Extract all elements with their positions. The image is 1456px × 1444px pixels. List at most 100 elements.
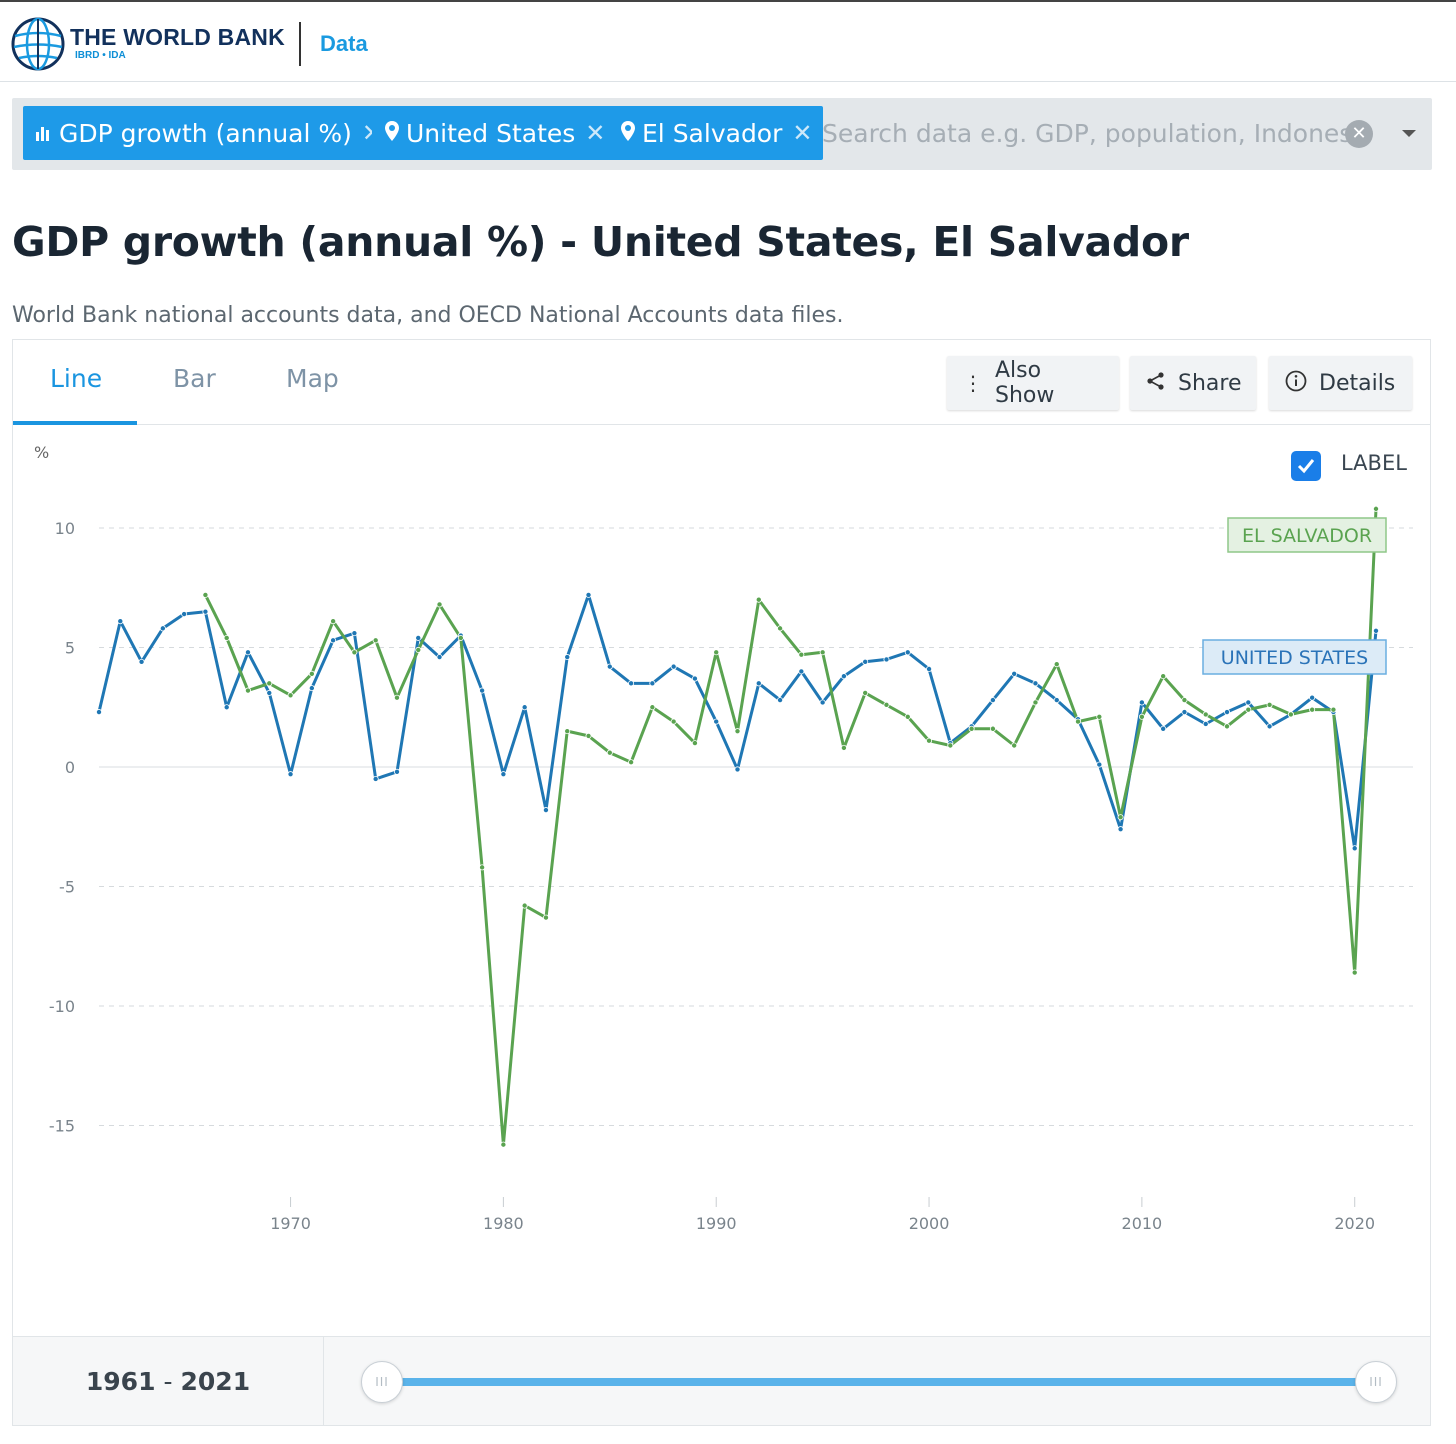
series-label-united-states-box <box>1202 639 1387 675</box>
chart-card: Line Bar Map ⋮ Also Show Share Details %… <box>12 339 1431 1426</box>
data-point <box>500 771 507 778</box>
data-point <box>989 725 996 732</box>
data-point <box>1117 826 1124 833</box>
chip-label: El Salvador <box>642 118 783 148</box>
data-point <box>308 670 315 677</box>
data-source: World Bank national accounts data, and O… <box>12 303 844 328</box>
chip-label: GDP growth (annual %) <box>59 118 352 148</box>
data-point <box>649 704 656 711</box>
data-point <box>862 689 869 696</box>
tab-map[interactable]: Map <box>286 364 339 393</box>
data-point <box>244 649 251 656</box>
data-point <box>1224 709 1231 716</box>
site-header: THE WORLD BANK IBRD • IDA Data <box>0 0 1456 82</box>
data-point <box>1075 718 1082 725</box>
search-input[interactable] <box>822 112 1352 154</box>
data-point <box>266 689 273 696</box>
y-tick-label: 10 <box>55 519 75 538</box>
data-point <box>628 759 635 766</box>
info-icon <box>1285 370 1307 397</box>
year-range: 1961 - 2021 <box>13 1337 324 1426</box>
data-point <box>883 701 890 708</box>
range-slider-track[interactable] <box>383 1378 1378 1386</box>
share-button[interactable]: Share <box>1130 356 1256 410</box>
data-point <box>521 902 528 909</box>
series-label-united-states: UNITED STATES <box>1221 647 1368 669</box>
tab-line[interactable]: Line <box>50 364 103 393</box>
data-point <box>1351 969 1358 976</box>
data-point <box>266 680 273 687</box>
data-point <box>926 737 933 744</box>
remove-chip-icon[interactable]: ✕ <box>585 119 606 147</box>
x-tick-label: 1980 <box>483 1214 524 1233</box>
label-checkbox[interactable] <box>1291 451 1321 481</box>
data-point <box>415 646 422 653</box>
label-toggle-text: LABEL <box>1341 451 1407 475</box>
share-icon <box>1146 371 1166 396</box>
data-point <box>1032 699 1039 706</box>
data-point <box>819 699 826 706</box>
remove-chip-icon[interactable]: ✕ <box>792 119 813 147</box>
data-point <box>1373 627 1380 634</box>
data-point <box>670 663 677 670</box>
data-point <box>287 771 294 778</box>
data-point <box>1245 706 1252 713</box>
data-point <box>606 749 613 756</box>
page-title: GDP growth (annual %) - United States, E… <box>12 218 1189 266</box>
data-point <box>1117 814 1124 821</box>
data-point <box>968 725 975 732</box>
brand-name[interactable]: THE WORLD BANK <box>70 24 285 50</box>
data-point <box>585 732 592 739</box>
x-tick-label: 2020 <box>1334 1214 1375 1233</box>
data-point <box>1224 723 1231 730</box>
data-point <box>330 618 337 625</box>
share-label: Share <box>1178 370 1242 396</box>
world-bank-globe-icon[interactable] <box>10 16 66 72</box>
data-point <box>926 666 933 673</box>
chip-country[interactable]: United States ✕ <box>372 106 616 160</box>
data-point <box>691 675 698 682</box>
chip-indicator[interactable]: GDP growth (annual %) ✕ <box>23 106 393 160</box>
data-point <box>1245 699 1252 706</box>
series-line-united-states <box>97 593 1378 850</box>
data-point <box>798 651 805 658</box>
data-point <box>223 634 230 641</box>
y-tick-label: 0 <box>65 758 75 777</box>
data-point <box>202 591 209 598</box>
x-tick-label: 2010 <box>1122 1214 1163 1233</box>
data-point <box>713 649 720 656</box>
data-point <box>330 637 337 644</box>
check-icon <box>1297 459 1315 474</box>
series-label-el-salvador-box <box>1227 517 1387 553</box>
range-end-handle[interactable]: III <box>1355 1361 1397 1403</box>
brand-subtitle: IBRD • IDA <box>75 50 126 61</box>
data-point <box>436 601 443 608</box>
data-point <box>1181 709 1188 716</box>
data-point <box>840 744 847 751</box>
chevron-down-icon[interactable] <box>1402 130 1416 137</box>
data-point <box>202 608 209 615</box>
data-point <box>436 654 443 661</box>
also-show-button[interactable]: ⋮ Also Show <box>947 356 1119 410</box>
details-button[interactable]: Details <box>1269 356 1412 410</box>
chip-country[interactable]: El Salvador ✕ <box>608 106 823 160</box>
data-point <box>500 1141 507 1148</box>
data-point <box>159 625 166 632</box>
tab-bar[interactable]: Bar <box>173 364 216 393</box>
range-start-handle[interactable]: III <box>361 1361 403 1403</box>
header-divider <box>299 22 301 66</box>
data-point <box>351 649 358 656</box>
range-start: 1961 <box>85 1367 156 1396</box>
data-point <box>1160 673 1167 680</box>
data-point <box>393 694 400 701</box>
data-point <box>457 634 464 641</box>
clear-search-icon[interactable]: ✕ <box>1345 120 1373 148</box>
location-pin-icon <box>384 119 400 148</box>
data-nav-link[interactable]: Data <box>320 31 368 56</box>
location-pin-icon <box>620 119 636 148</box>
vertical-dots-icon: ⋮ <box>963 371 983 395</box>
x-tick-label: 1970 <box>270 1214 311 1233</box>
data-point <box>1373 505 1380 512</box>
bar-chart-icon <box>35 119 53 148</box>
data-point <box>840 673 847 680</box>
